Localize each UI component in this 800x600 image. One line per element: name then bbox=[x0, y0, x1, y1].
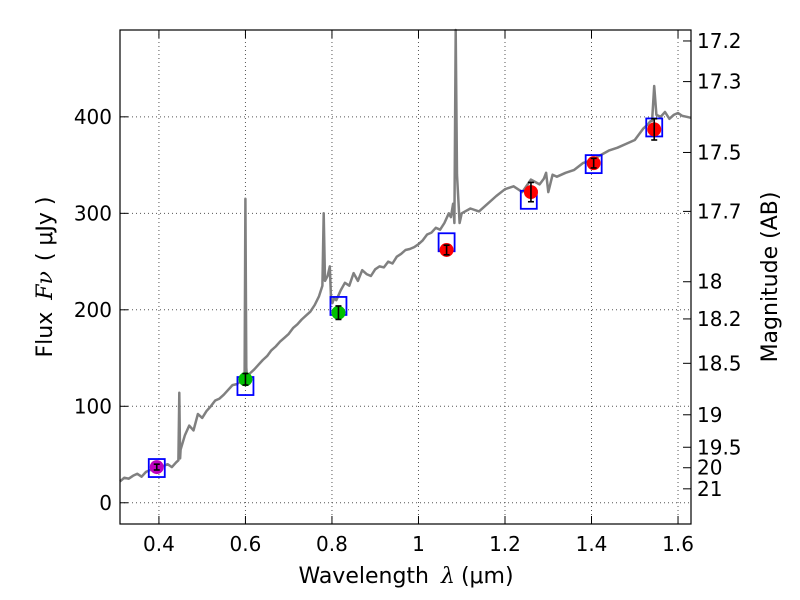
x-axis: 0.4 0.6 0.8 1 1.2 1.4 1.6 bbox=[143, 30, 694, 556]
y2-tick-label: 18.2 bbox=[697, 307, 742, 331]
x-tick-label: 1 bbox=[412, 532, 425, 556]
x-tick-label: 0.8 bbox=[316, 532, 348, 556]
y2-tick-label: 17.7 bbox=[697, 199, 742, 223]
spectrum-layer bbox=[119, 28, 692, 483]
y2-tick-label: 18.5 bbox=[697, 351, 742, 375]
x-axis-label: Wavelength λ (μm) bbox=[298, 564, 513, 589]
y2-tick-label: 21 bbox=[697, 477, 722, 501]
y2-tick-label: 20 bbox=[697, 456, 722, 480]
y2-tick-label: 19.5 bbox=[697, 435, 742, 459]
x-axis-label-text: Wavelength bbox=[298, 564, 429, 589]
y-tick-label: 0 bbox=[99, 491, 112, 515]
x-tick-label: 1.4 bbox=[576, 532, 608, 556]
y-axis-label-unit: ( μJy ) bbox=[33, 196, 58, 261]
plot-background bbox=[120, 30, 691, 524]
y-tick-label: 200 bbox=[74, 298, 112, 322]
spectrum-line bbox=[119, 28, 692, 483]
x-tick-label: 0.6 bbox=[230, 532, 262, 556]
y-axis-label: Flux Fν ( μJy ) bbox=[33, 196, 58, 357]
y-tick-label: 300 bbox=[74, 201, 112, 225]
y-tick-label: 100 bbox=[74, 394, 112, 418]
y-axis-label-text: Flux bbox=[33, 312, 58, 358]
photometry-square-marker bbox=[584, 154, 603, 175]
y2-axis-label: Magnitude (AB) bbox=[758, 192, 783, 363]
x-axis-label-unit: (μm) bbox=[461, 564, 514, 589]
x-tick-label: 1.6 bbox=[662, 532, 694, 556]
y2-tick-label: 19 bbox=[697, 403, 722, 427]
markers-layer bbox=[147, 117, 664, 478]
y-axis-label-symbol: Fν bbox=[33, 271, 58, 301]
y-axis: 0 100 200 300 400 bbox=[74, 105, 128, 515]
y2-tick-label: 17.3 bbox=[697, 70, 742, 94]
y-tick-label: 400 bbox=[74, 105, 112, 129]
y2-tick-label: 17.2 bbox=[697, 29, 742, 53]
plot-frame bbox=[119, 29, 692, 525]
y2-tick-label: 17.5 bbox=[697, 140, 742, 164]
x-axis-label-symbol: λ bbox=[440, 564, 455, 589]
x-tick-label: 1.2 bbox=[489, 532, 521, 556]
y2-tick-label: 18 bbox=[697, 270, 722, 294]
photometry-square-marker bbox=[147, 458, 166, 478]
x-tick-label: 0.4 bbox=[143, 532, 175, 556]
